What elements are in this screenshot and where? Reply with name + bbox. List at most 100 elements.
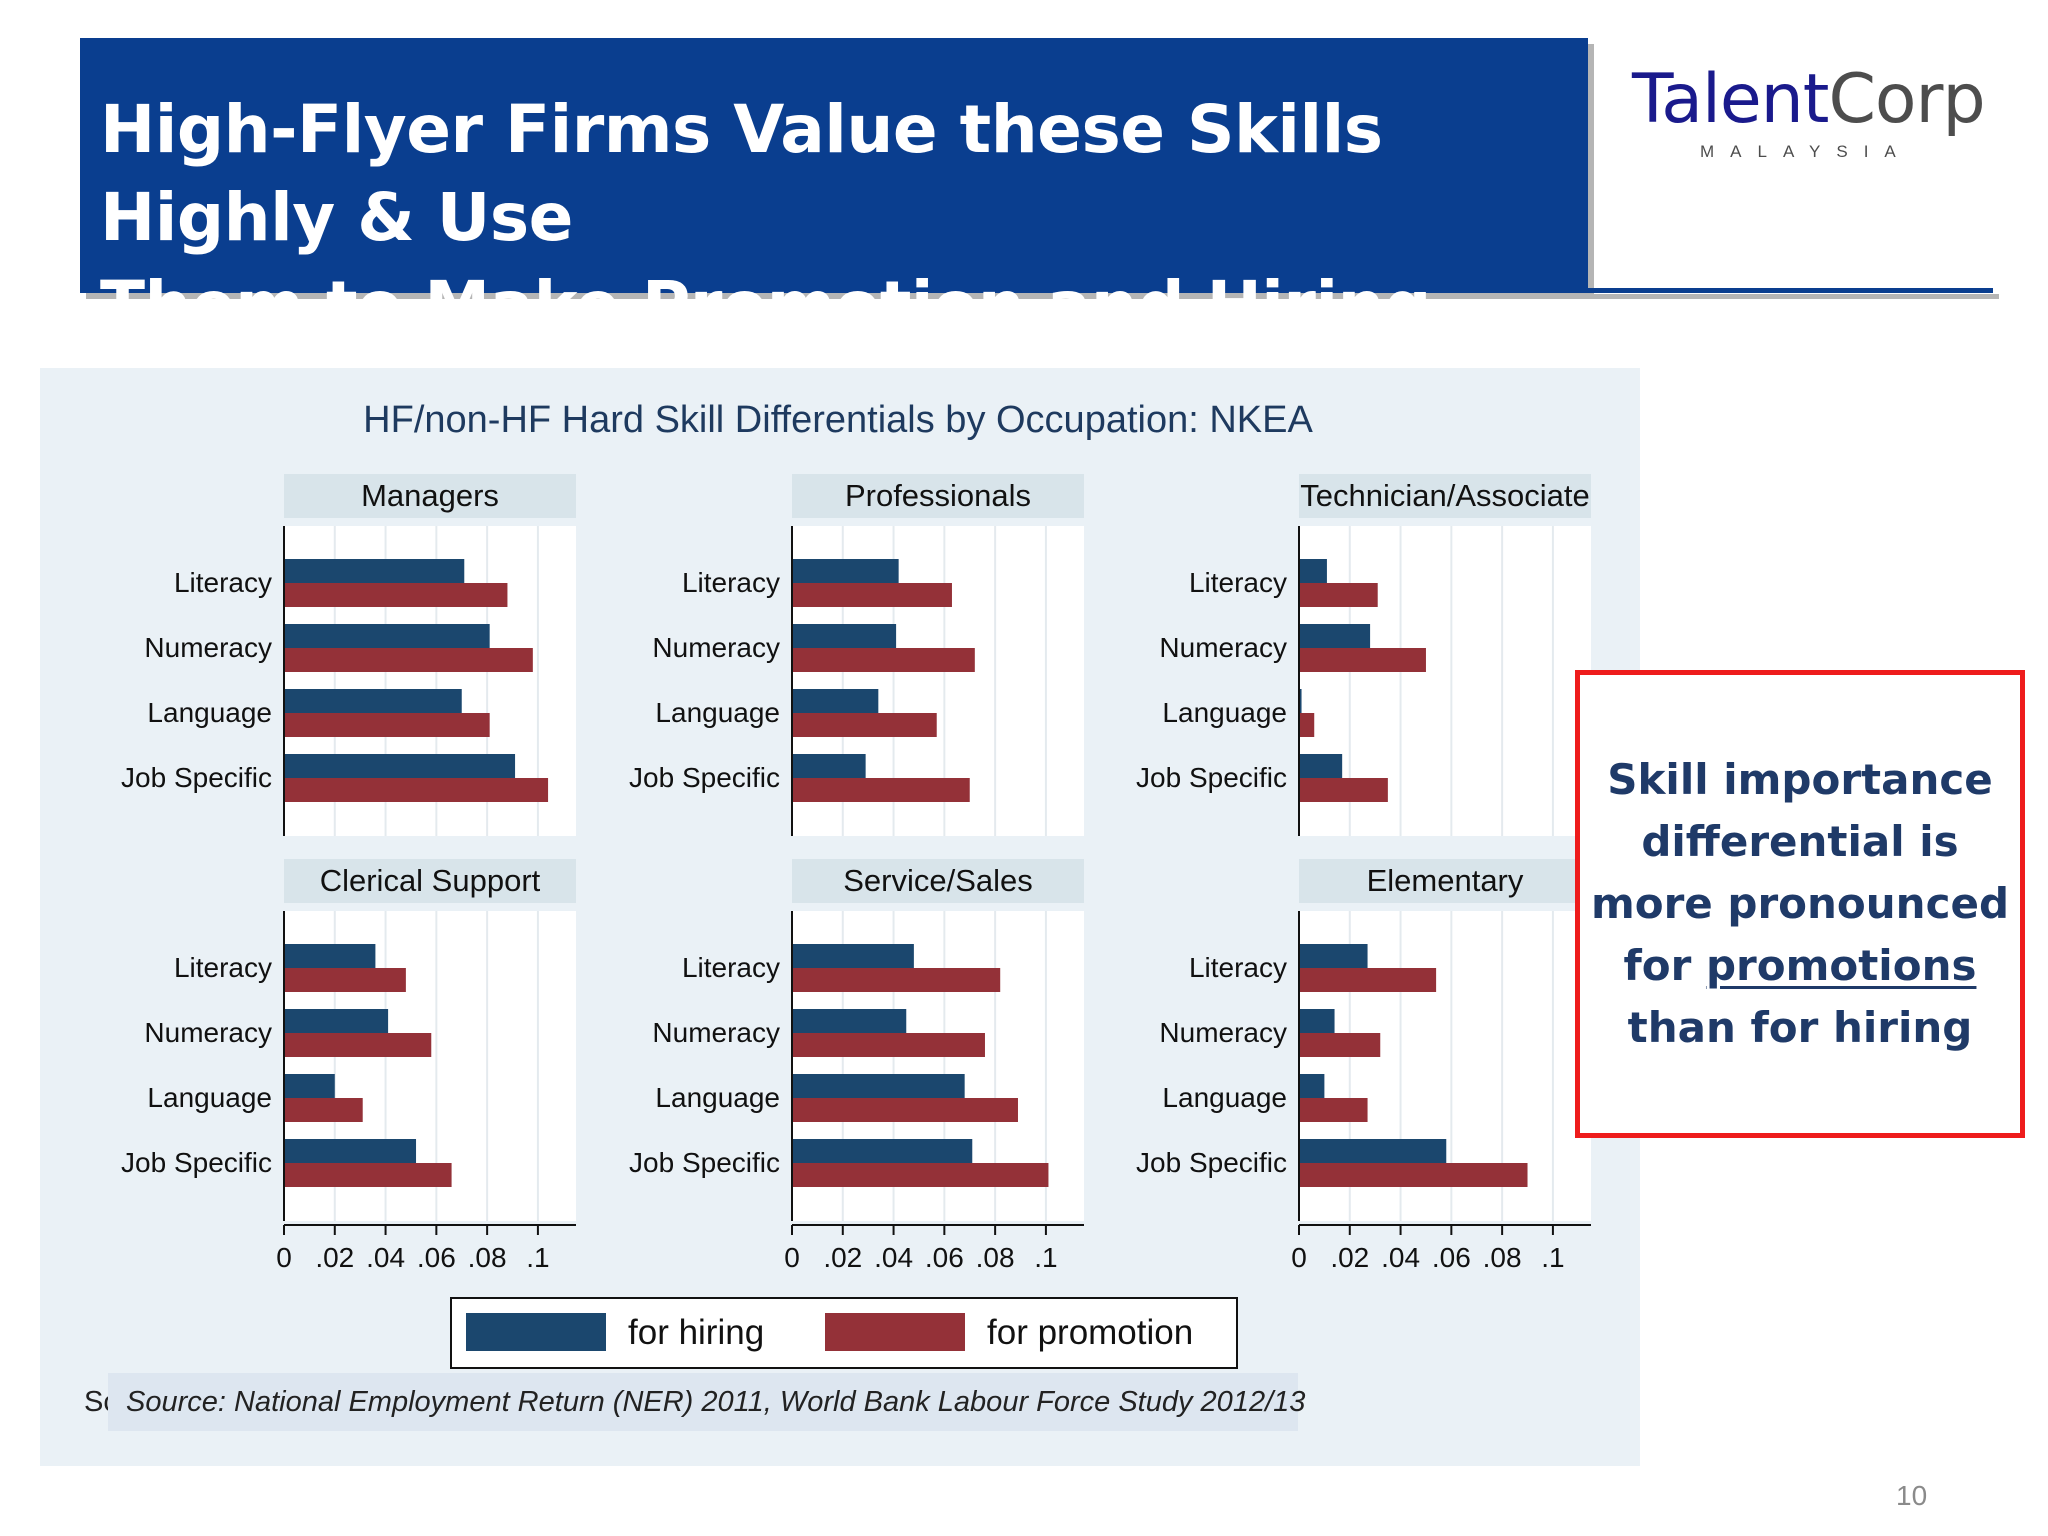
panel-header-technician-associate <box>1299 474 1591 518</box>
category-label-elementary-0: Literacy <box>1189 952 1287 983</box>
x-tick-label-service-sales-1: .02 <box>823 1242 862 1273</box>
category-label-technician-associate-0: Literacy <box>1189 567 1287 598</box>
bar-clerical-support-promotion-3 <box>284 1163 452 1187</box>
page-number: 10 <box>1896 1480 1928 1511</box>
bar-professionals-hiring-1 <box>792 624 897 648</box>
bar-service-sales-hiring-2 <box>792 1074 965 1098</box>
bar-elementary-promotion-3 <box>1299 1163 1528 1187</box>
bar-elementary-promotion-0 <box>1299 968 1437 992</box>
bar-elementary-hiring-0 <box>1299 944 1368 968</box>
bar-technician-associate-hiring-2 <box>1299 689 1302 713</box>
category-label-clerical-support-2: Language <box>147 1082 272 1113</box>
source-note: Source: National Employment Return (NER)… <box>108 1373 1305 1431</box>
panel-title-professionals: Professionals <box>845 478 1031 513</box>
chart-panel: HF/non-HF Hard Skill Differentials by Oc… <box>40 368 1640 1466</box>
x-tick-label-service-sales-4: .08 <box>976 1242 1015 1273</box>
bar-technician-associate-promotion-0 <box>1299 583 1378 607</box>
bar-clerical-support-promotion-2 <box>284 1098 363 1122</box>
category-label-technician-associate-2: Language <box>1162 697 1287 728</box>
chart-svg: HF/non-HF Hard Skill Differentials by Oc… <box>121 399 1591 1369</box>
category-label-clerical-support-3: Job Specific <box>121 1147 272 1178</box>
talentcorp-logo: TalentCorp MALAYSIA <box>1632 58 1986 168</box>
bar-managers-hiring-3 <box>284 754 516 778</box>
bar-managers-hiring-1 <box>284 624 490 648</box>
bar-professionals-promotion-3 <box>792 778 970 802</box>
bar-elementary-hiring-1 <box>1299 1009 1335 1033</box>
x-tick-label-elementary-2: .04 <box>1381 1242 1420 1273</box>
panel-title-clerical-support: Clerical Support <box>320 863 541 898</box>
bar-managers-promotion-0 <box>284 583 508 607</box>
bar-clerical-support-promotion-1 <box>284 1033 432 1057</box>
x-tick-label-clerical-support-5: .1 <box>526 1242 549 1273</box>
x-tick-label-clerical-support-2: .04 <box>366 1242 405 1273</box>
panel-header-professionals <box>792 474 1084 518</box>
category-label-elementary-3: Job Specific <box>1136 1147 1287 1178</box>
bar-managers-hiring-0 <box>284 559 465 583</box>
x-tick-label-elementary-5: .1 <box>1541 1242 1564 1273</box>
bar-service-sales-hiring-0 <box>792 944 914 968</box>
legend-label-promotion: for promotion <box>987 1313 1193 1352</box>
category-label-service-sales-2: Language <box>655 1082 780 1113</box>
x-tick-label-elementary-4: .08 <box>1483 1242 1522 1273</box>
x-tick-label-service-sales-3: .06 <box>925 1242 964 1273</box>
category-label-technician-associate-3: Job Specific <box>1136 762 1287 793</box>
category-label-technician-associate-1: Numeracy <box>1159 632 1287 663</box>
category-label-managers-1: Numeracy <box>144 632 272 663</box>
title-banner: High-Flyer Firms Value these Skills High… <box>80 38 1588 432</box>
logo-word-corp: Corp <box>1828 60 1985 139</box>
x-tick-label-elementary-1: .02 <box>1330 1242 1369 1273</box>
category-label-clerical-support-0: Literacy <box>174 952 272 983</box>
category-label-service-sales-0: Literacy <box>682 952 780 983</box>
panel-title-service-sales: Service/Sales <box>843 863 1033 898</box>
legend-label-hiring: for hiring <box>628 1313 764 1352</box>
bar-service-sales-hiring-1 <box>792 1009 907 1033</box>
x-tick-label-elementary-0: 0 <box>1291 1242 1307 1273</box>
x-tick-label-clerical-support-3: .06 <box>417 1242 456 1273</box>
x-tick-label-clerical-support-4: .08 <box>468 1242 507 1273</box>
x-tick-label-service-sales-2: .04 <box>874 1242 913 1273</box>
bar-professionals-promotion-1 <box>792 648 975 672</box>
bar-technician-associate-promotion-1 <box>1299 648 1426 672</box>
bar-technician-associate-hiring-3 <box>1299 754 1343 778</box>
callout-underlined-word: promotions <box>1705 941 1977 990</box>
bar-elementary-hiring-3 <box>1299 1139 1447 1163</box>
category-label-clerical-support-1: Numeracy <box>144 1017 272 1048</box>
category-label-service-sales-1: Numeracy <box>652 1017 780 1048</box>
bar-professionals-hiring-0 <box>792 559 899 583</box>
callout-text-start: Skill importance differential is more pr… <box>1590 755 2010 990</box>
bar-service-sales-promotion-0 <box>792 968 1001 992</box>
panel-header-elementary <box>1299 859 1591 903</box>
bar-technician-associate-hiring-0 <box>1299 559 1327 583</box>
panel-title-elementary: Elementary <box>1367 863 1524 898</box>
legend-swatch-promotion <box>825 1313 965 1351</box>
x-tick-label-service-sales-5: .1 <box>1034 1242 1057 1273</box>
x-tick-label-service-sales-0: 0 <box>784 1242 800 1273</box>
bar-clerical-support-hiring-0 <box>284 944 376 968</box>
bar-clerical-support-hiring-2 <box>284 1074 335 1098</box>
bar-elementary-hiring-2 <box>1299 1074 1325 1098</box>
title-line-2-prefix: Them to Make <box>100 267 642 344</box>
bar-managers-hiring-2 <box>284 689 462 713</box>
bar-technician-associate-promotion-3 <box>1299 778 1388 802</box>
title-underline-bar <box>1588 288 1993 293</box>
category-label-managers-2: Language <box>147 697 272 728</box>
bar-managers-promotion-3 <box>284 778 549 802</box>
category-label-managers-3: Job Specific <box>121 762 272 793</box>
bar-professionals-hiring-3 <box>792 754 866 778</box>
category-label-professionals-0: Literacy <box>682 567 780 598</box>
logo-word-talent: Talent <box>1632 60 1829 139</box>
legend-swatch-hiring <box>466 1313 606 1351</box>
bar-service-sales-promotion-2 <box>792 1098 1018 1122</box>
bar-service-sales-hiring-3 <box>792 1139 973 1163</box>
callout-text: Skill importance differential is more pr… <box>1580 749 2020 1059</box>
bar-clerical-support-promotion-0 <box>284 968 406 992</box>
panel-header-service-sales <box>792 859 1084 903</box>
bar-elementary-promotion-2 <box>1299 1098 1368 1122</box>
chart-title: HF/non-HF Hard Skill Differentials by Oc… <box>363 399 1313 441</box>
bar-clerical-support-hiring-3 <box>284 1139 417 1163</box>
category-label-professionals-3: Job Specific <box>629 762 780 793</box>
panel-header-managers <box>284 474 576 518</box>
bar-professionals-hiring-2 <box>792 689 879 713</box>
category-label-service-sales-3: Job Specific <box>629 1147 780 1178</box>
x-tick-label-elementary-3: .06 <box>1432 1242 1471 1273</box>
